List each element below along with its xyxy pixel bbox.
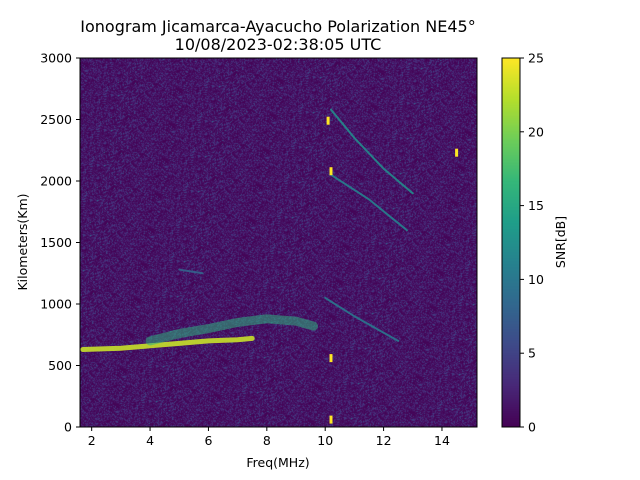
echo-trace: [324, 296, 400, 342]
x-tick-label: 4: [146, 433, 154, 448]
colorbar-tick-label: 15: [528, 198, 544, 213]
colorbar: [502, 58, 520, 427]
heatmap-plot-area: [80, 58, 477, 427]
y-tick-label: 0: [64, 420, 72, 435]
y-tick-label: 1000: [40, 297, 72, 312]
y-tick-label: 2000: [40, 174, 72, 189]
hot-spot: [329, 415, 333, 424]
colorbar-tick-label: 20: [528, 124, 544, 139]
y-axis-label: Kilometers(Km): [15, 193, 30, 290]
colorbar-tick-label: 5: [528, 346, 536, 361]
x-tick-label: 2: [88, 433, 96, 448]
colorbar-canvas: [502, 58, 520, 427]
echo-trace: [145, 314, 318, 346]
x-tick-label: 12: [376, 433, 392, 448]
heatmap-marks: [80, 108, 459, 424]
y-tick-label: 1500: [40, 235, 72, 250]
echo-trace: [80, 335, 255, 352]
colorbar-tick-label: 0: [528, 420, 536, 435]
x-tick-label: 10: [317, 433, 333, 448]
chart-title-line1: Ionogram Jicamarca-Ayacucho Polarization…: [80, 17, 475, 36]
x-axis: 2 4 6 8 10 12 14: [88, 427, 450, 448]
x-tick-label: 14: [434, 433, 450, 448]
colorbar-frame: [501, 57, 521, 428]
echo-trace: [330, 108, 414, 195]
colorbar-tick-label: 10: [528, 272, 544, 287]
x-tick-label: 8: [263, 433, 271, 448]
x-tick-label: 6: [204, 433, 212, 448]
y-tick-label: 2500: [40, 112, 72, 127]
chart-title-line2: 10/08/2023-02:38:05 UTC: [175, 35, 382, 54]
heatmap-canvas: [80, 58, 477, 427]
x-axis-label: Freq(MHz): [246, 455, 309, 470]
hot-spot: [329, 167, 333, 176]
colorbar-tick-label: 25: [528, 51, 544, 66]
y-axis: 0 500 1000 1500 2000 2500 3000: [40, 51, 80, 435]
y-tick-label: 500: [48, 358, 72, 373]
hot-spot: [455, 148, 459, 157]
colorbar-axis: 0 5 10 15 20 25: [520, 51, 544, 435]
echo-trace: [330, 173, 408, 232]
hot-spot: [326, 116, 330, 125]
y-tick-label: 3000: [40, 51, 72, 66]
hot-spot: [329, 354, 333, 363]
echo-trace: [178, 268, 204, 275]
colorbar-label: SNR[dB]: [553, 216, 568, 268]
